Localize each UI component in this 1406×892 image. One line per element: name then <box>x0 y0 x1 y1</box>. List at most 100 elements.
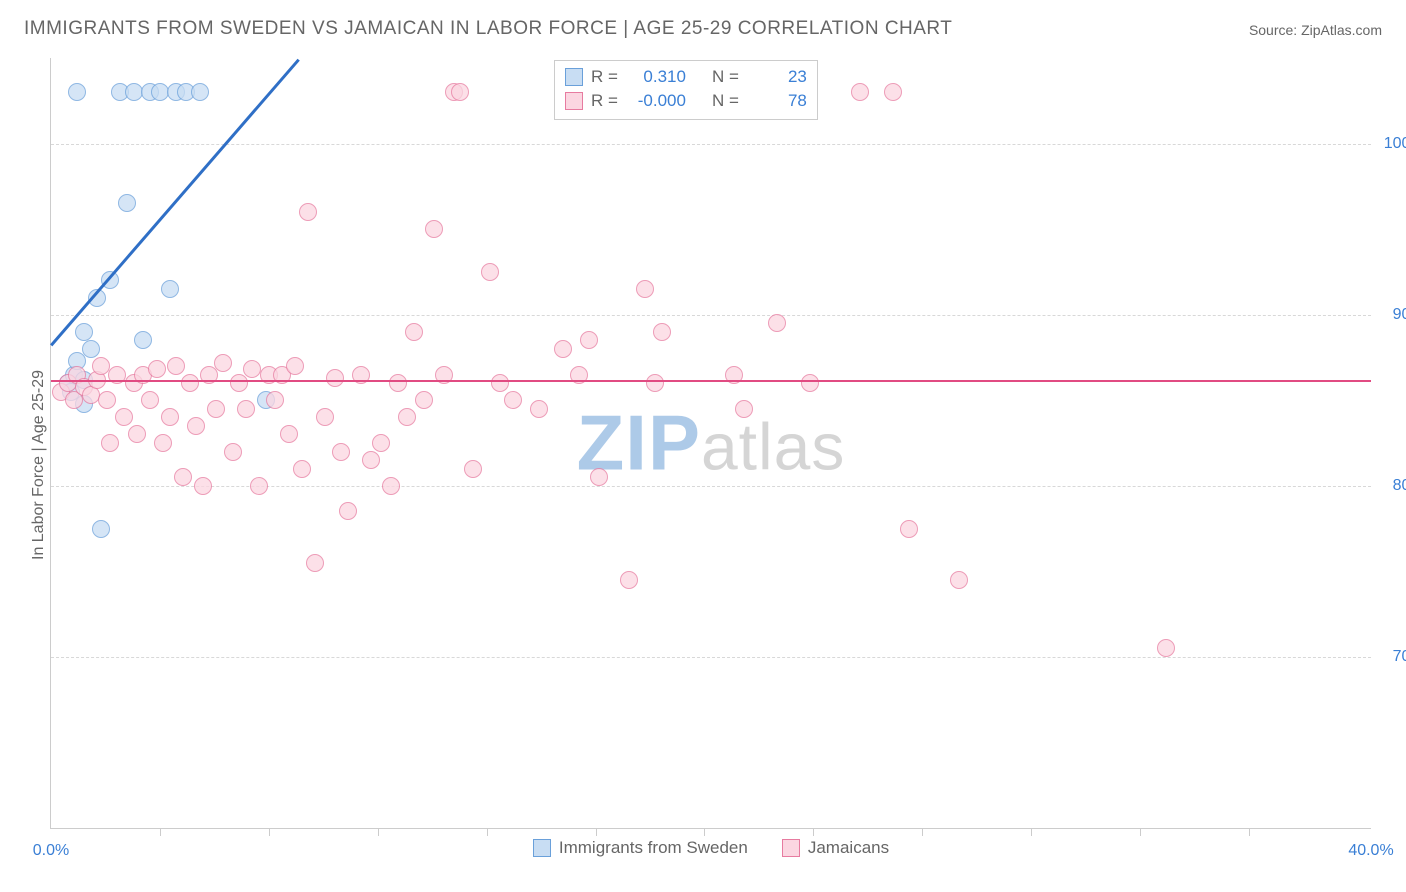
x-minor-tick <box>1249 828 1250 836</box>
scatter-point-sweden <box>68 83 86 101</box>
scatter-point-jamaicans <box>950 571 968 589</box>
x-minor-tick <box>813 828 814 836</box>
x-minor-tick <box>160 828 161 836</box>
scatter-point-jamaicans <box>884 83 902 101</box>
scatter-point-jamaicans <box>250 477 268 495</box>
scatter-point-jamaicans <box>141 391 159 409</box>
scatter-point-jamaicans <box>316 408 334 426</box>
scatter-point-jamaicans <box>425 220 443 238</box>
chart-title: IMMIGRANTS FROM SWEDEN VS JAMAICAN IN LA… <box>24 18 952 40</box>
scatter-point-jamaicans <box>405 323 423 341</box>
r-value-jamaicans: -0.000 <box>626 91 686 111</box>
y-axis-label: In Labor Force | Age 25-29 <box>30 370 48 560</box>
legend-series: Immigrants from Sweden Jamaicans <box>51 838 1371 858</box>
scatter-point-jamaicans <box>161 408 179 426</box>
x-minor-tick <box>704 828 705 836</box>
x-minor-tick <box>1031 828 1032 836</box>
scatter-point-sweden <box>151 83 169 101</box>
scatter-point-sweden <box>134 331 152 349</box>
scatter-point-jamaicans <box>362 451 380 469</box>
legend-row-sweden: R = 0.310 N = 23 <box>565 65 807 89</box>
scatter-point-jamaicans <box>491 374 509 392</box>
scatter-point-jamaicans <box>590 468 608 486</box>
scatter-point-jamaicans <box>128 425 146 443</box>
scatter-point-jamaicans <box>286 357 304 375</box>
scatter-point-jamaicans <box>554 340 572 358</box>
legend-label-sweden: Immigrants from Sweden <box>559 838 748 858</box>
swatch-jamaicans <box>782 839 800 857</box>
r-label: R = <box>591 91 618 111</box>
scatter-point-sweden <box>75 323 93 341</box>
grid-line-h <box>51 144 1371 145</box>
n-value-sweden: 23 <box>747 67 807 87</box>
scatter-point-jamaicans <box>243 360 261 378</box>
swatch-sweden <box>533 839 551 857</box>
scatter-point-jamaicans <box>389 374 407 392</box>
scatter-point-jamaicans <box>1157 639 1175 657</box>
x-tick-label: 0.0% <box>33 842 69 860</box>
scatter-point-jamaicans <box>293 460 311 478</box>
scatter-point-jamaicans <box>382 477 400 495</box>
scatter-point-jamaicans <box>636 280 654 298</box>
x-minor-tick <box>922 828 923 836</box>
grid-line-h <box>51 657 1371 658</box>
scatter-point-jamaicans <box>154 434 172 452</box>
scatter-point-sweden <box>125 83 143 101</box>
grid-line-h <box>51 315 1371 316</box>
scatter-point-sweden <box>92 520 110 538</box>
scatter-point-jamaicans <box>306 554 324 572</box>
trend-line-jamaicans <box>51 380 1371 383</box>
swatch-sweden <box>565 68 583 86</box>
scatter-point-jamaicans <box>504 391 522 409</box>
scatter-point-jamaicans <box>339 502 357 520</box>
scatter-point-sweden <box>82 340 100 358</box>
scatter-point-jamaicans <box>481 263 499 281</box>
scatter-point-jamaicans <box>224 443 242 461</box>
scatter-point-jamaicans <box>530 400 548 418</box>
scatter-point-jamaicans <box>181 374 199 392</box>
y-tick-label: 100.0% <box>1384 135 1406 153</box>
legend-label-jamaicans: Jamaicans <box>808 838 889 858</box>
y-tick-label: 90.0% <box>1393 306 1406 324</box>
scatter-point-jamaicans <box>167 357 185 375</box>
n-label: N = <box>712 91 739 111</box>
scatter-point-jamaicans <box>194 477 212 495</box>
legend-item-sweden: Immigrants from Sweden <box>533 838 748 858</box>
scatter-point-jamaicans <box>115 408 133 426</box>
scatter-point-jamaicans <box>620 571 638 589</box>
x-minor-tick <box>1140 828 1141 836</box>
n-label: N = <box>712 67 739 87</box>
x-tick-label: 40.0% <box>1348 842 1393 860</box>
scatter-point-jamaicans <box>237 400 255 418</box>
scatter-point-jamaicans <box>326 369 344 387</box>
scatter-point-jamaicans <box>82 386 100 404</box>
scatter-point-jamaicans <box>653 323 671 341</box>
legend-item-jamaicans: Jamaicans <box>782 838 889 858</box>
scatter-point-jamaicans <box>768 314 786 332</box>
n-value-jamaicans: 78 <box>747 91 807 111</box>
scatter-point-jamaicans <box>299 203 317 221</box>
r-value-sweden: 0.310 <box>626 67 686 87</box>
scatter-point-jamaicans <box>464 460 482 478</box>
y-tick-label: 70.0% <box>1393 648 1406 666</box>
source-label: Source: ZipAtlas.com <box>1249 22 1382 38</box>
scatter-point-jamaicans <box>174 468 192 486</box>
r-label: R = <box>591 67 618 87</box>
scatter-point-jamaicans <box>735 400 753 418</box>
scatter-point-jamaicans <box>98 391 116 409</box>
x-minor-tick <box>487 828 488 836</box>
scatter-point-jamaicans <box>332 443 350 461</box>
scatter-point-sweden <box>118 194 136 212</box>
scatter-point-jamaicans <box>148 360 166 378</box>
scatter-point-jamaicans <box>92 357 110 375</box>
trend-line-sweden <box>50 58 299 345</box>
scatter-point-jamaicans <box>646 374 664 392</box>
scatter-point-jamaicans <box>451 83 469 101</box>
scatter-point-jamaicans <box>266 391 284 409</box>
scatter-point-jamaicans <box>580 331 598 349</box>
scatter-point-jamaicans <box>801 374 819 392</box>
scatter-point-jamaicans <box>851 83 869 101</box>
plot-area: ZIPatlas R = 0.310 N = 23 R = -0.000 N =… <box>50 58 1371 829</box>
scatter-point-jamaicans <box>207 400 225 418</box>
scatter-point-jamaicans <box>280 425 298 443</box>
